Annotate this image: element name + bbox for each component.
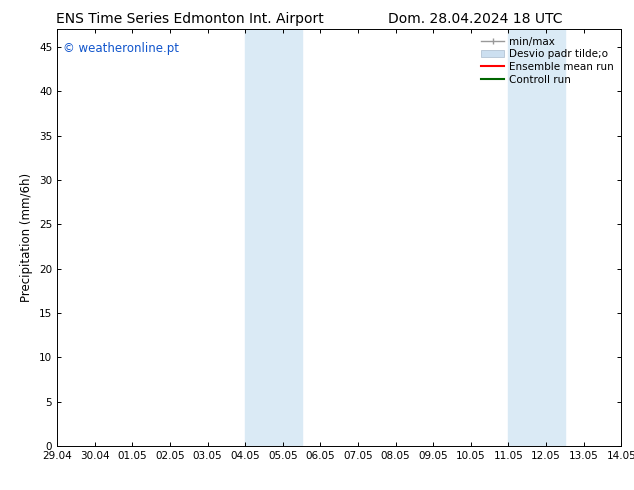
Text: Dom. 28.04.2024 18 UTC: Dom. 28.04.2024 18 UTC [388, 12, 563, 26]
Bar [245, 29, 302, 446]
Y-axis label: Precipitation (mm/6h): Precipitation (mm/6h) [20, 173, 34, 302]
Legend: min/max, Desvio padr tilde;o, Ensemble mean run, Controll run: min/max, Desvio padr tilde;o, Ensemble m… [477, 32, 618, 89]
Text: © weatheronline.pt: © weatheronline.pt [63, 42, 179, 55]
Bar [508, 29, 565, 446]
Text: ENS Time Series Edmonton Int. Airport: ENS Time Series Edmonton Int. Airport [56, 12, 324, 26]
